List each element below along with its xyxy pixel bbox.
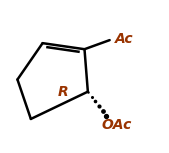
Text: OAc: OAc xyxy=(101,118,132,132)
Text: R: R xyxy=(57,85,68,99)
Text: Ac: Ac xyxy=(115,32,133,46)
